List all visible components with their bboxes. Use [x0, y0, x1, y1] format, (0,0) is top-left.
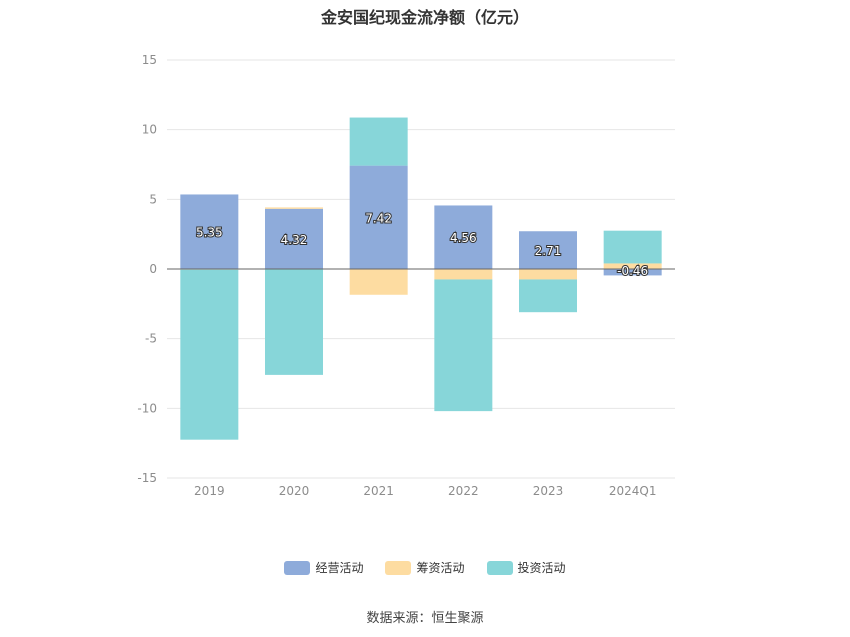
x-tick-label: 2022	[448, 484, 479, 498]
bar-segment	[603, 263, 662, 269]
axes: 15 10 5 0 -5 -10 -15 2019 2020 2021 2022 2023 2024Q1	[137, 53, 675, 498]
chart-title: 金安国纪现金流净额（亿元）	[320, 8, 529, 27]
y-tick-label: 5	[149, 192, 157, 206]
bar-segment	[265, 208, 323, 269]
legend-label: 筹资活动	[416, 561, 465, 575]
data-label: 5.35	[196, 226, 223, 240]
bar-segment	[349, 117, 408, 166]
x-tick-label: 2023	[533, 484, 564, 498]
y-tick-label: -10	[137, 401, 157, 415]
y-tick-label: -5	[145, 332, 157, 346]
legend-swatch	[385, 560, 412, 575]
legend-label: 投资活动	[517, 561, 566, 575]
bar-segment	[519, 279, 577, 313]
source-note: 数据来源：恒生聚源	[366, 611, 484, 626]
x-tick-label: 2021	[363, 484, 394, 498]
bar-segment	[180, 269, 239, 440]
x-tick-label: 2019	[194, 484, 225, 498]
legend: 经营活动 筹资活动 投资活动	[0, 559, 850, 576]
data-label: 4.56	[450, 231, 477, 245]
y-tick-label: 15	[142, 53, 157, 67]
grid-lines	[167, 59, 675, 479]
bar-segment	[603, 230, 662, 264]
bar-segment	[349, 269, 408, 295]
data-label: -0.46	[617, 264, 648, 278]
bar-segment	[603, 269, 662, 276]
bar-segment	[519, 269, 577, 280]
legend-label: 经营活动	[315, 561, 364, 575]
bar-segment	[519, 231, 577, 269]
data-labels: 5.35 4.32 7.42 4.56 2.71 -0.46	[195, 210, 649, 279]
x-tick-label: 2024Q1	[609, 484, 657, 498]
bar-segment	[434, 205, 493, 269]
legend-item[interactable]: 经营活动	[284, 559, 363, 576]
data-label: 4.32	[281, 233, 308, 247]
legend-item[interactable]: 投资活动	[486, 559, 566, 576]
y-tick-label: -15	[137, 471, 157, 485]
legend-swatch	[486, 560, 513, 575]
data-label: 2.71	[535, 244, 562, 258]
data-label: 7.42	[365, 211, 392, 225]
bar-segment	[180, 194, 239, 269]
bars	[180, 117, 662, 440]
bar-segment	[434, 279, 493, 412]
bar-segment	[434, 269, 493, 280]
bar-segment	[265, 269, 323, 375]
y-tick-label: 10	[142, 123, 157, 137]
legend-swatch	[284, 560, 311, 575]
legend-item[interactable]: 筹资活动	[385, 559, 465, 576]
bar-segment	[265, 207, 323, 209]
bar-segment	[349, 165, 408, 269]
x-tick-label: 2020	[279, 484, 310, 498]
y-tick-label: 0	[149, 262, 157, 276]
